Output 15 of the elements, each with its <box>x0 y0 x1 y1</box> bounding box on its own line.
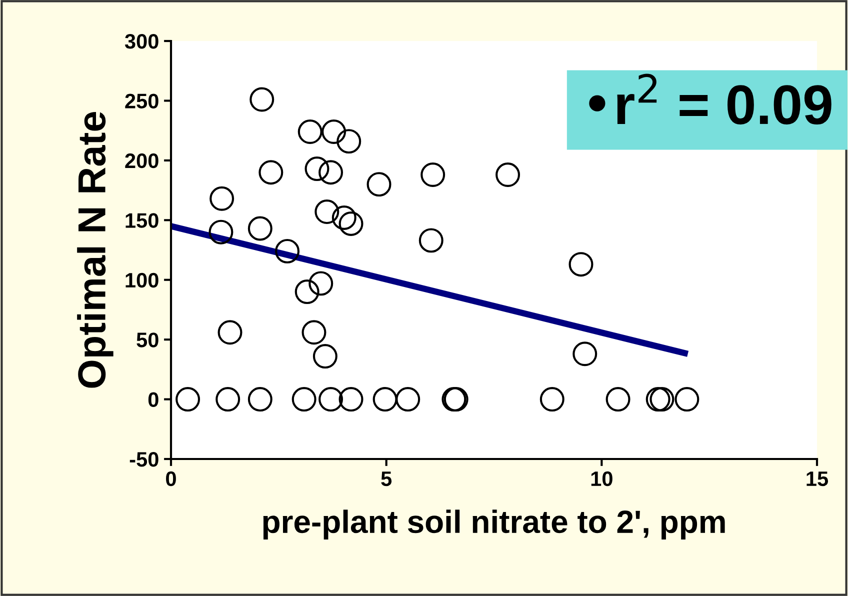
y-tick-label: -50 <box>130 452 158 467</box>
y-tick-label: 50 <box>136 332 158 348</box>
y-tick-label: 150 <box>126 213 158 228</box>
y-axis-title: Optimal N Rate <box>77 112 114 388</box>
annotation: •r$^{2}$ = 0.09 <box>589 74 832 124</box>
y-tick-label: 300 <box>124 34 158 49</box>
y-tick-label: 200 <box>125 153 158 168</box>
x-tick-label: 0 <box>166 471 176 486</box>
x-tick-label: 15 <box>806 472 828 486</box>
x-tick-label: 10 <box>591 471 612 486</box>
y-tick-label: 100 <box>126 272 158 288</box>
x-tick-label: 5 <box>381 472 392 486</box>
y-tick-label: 0 <box>148 392 158 408</box>
x-axis-title: pre-plant soil nitrate to 2', ppm <box>263 510 725 540</box>
y-tick-label: 250 <box>125 94 158 108</box>
